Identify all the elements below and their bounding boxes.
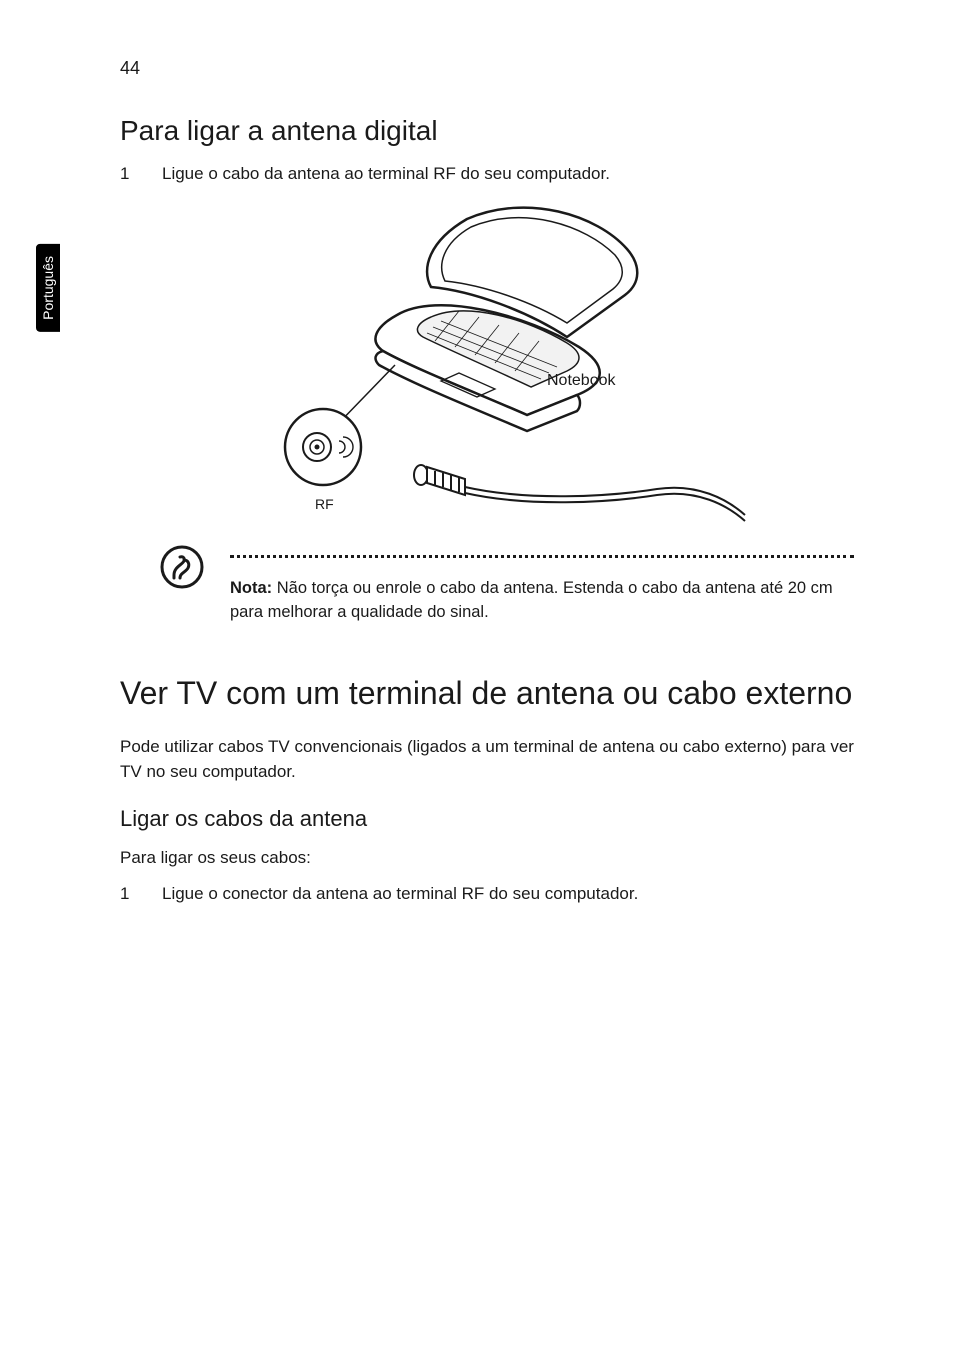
note-block: Nota: Não torça ou enrole o cabo da ante… [160, 555, 854, 626]
section2-intro: Pode utilizar cabos TV convencionais (li… [120, 735, 854, 784]
figure-label-rf: RF [315, 496, 334, 512]
step-text: Ligue o conector da antena ao terminal R… [162, 881, 854, 907]
figure-antenna-diagram: Notebook RF [120, 197, 854, 527]
page-number: 44 [120, 58, 854, 79]
step-1-row: 1 Ligue o cabo da antena ao terminal RF … [120, 161, 854, 187]
figure-label-notebook: Notebook [547, 372, 616, 389]
section2-lead: Para ligar os seus cabos: [120, 846, 854, 871]
section-heading-external-antenna: Ver TV com um terminal de antena ou cabo… [120, 673, 854, 713]
section2-step-1-row: 1 Ligue o conector da antena ao terminal… [120, 881, 854, 907]
note-body: Não torça ou enrole o cabo da antena. Es… [230, 579, 833, 622]
note-divider [230, 555, 854, 558]
step-number: 1 [120, 881, 134, 907]
step-text: Ligue o cabo da antena ao terminal RF do… [162, 161, 854, 187]
note-icon [160, 545, 204, 594]
subsection-heading-connect-cables: Ligar os cabos da antena [120, 806, 854, 832]
section-heading-digital-antenna: Para ligar a antena digital [120, 115, 854, 147]
step-number: 1 [120, 161, 134, 187]
note-label: Nota: [230, 579, 272, 597]
sidebar-language-tab: Português [36, 244, 60, 332]
note-text: Nota: Não torça ou enrole o cabo da ante… [230, 576, 854, 626]
